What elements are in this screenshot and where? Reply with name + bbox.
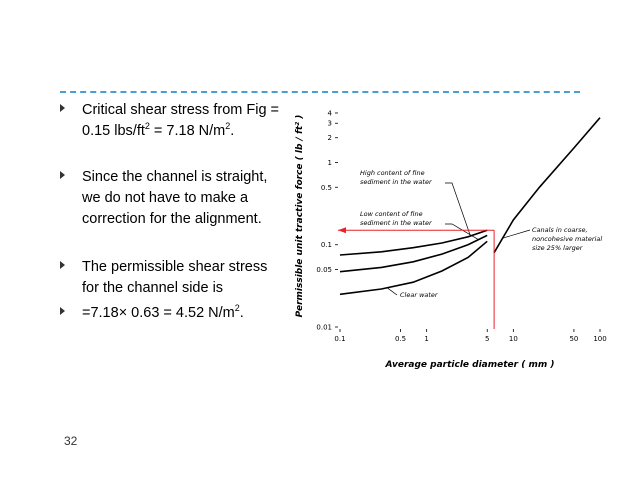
x-tick-label: 10 — [509, 335, 518, 343]
annotation-low-content: sediment in the water — [360, 219, 433, 227]
annotation-low-content: Low content of fine — [360, 210, 423, 218]
y-tick-label: 4 — [328, 109, 333, 117]
y-tick-label: 3 — [328, 120, 332, 128]
y-axis-label: Permissible unit tractive force ( lb / f… — [295, 115, 305, 318]
x-tick-label: 1 — [424, 335, 428, 343]
x-tick-label: 100 — [593, 335, 606, 343]
bullet-line: for the channel side is — [82, 280, 224, 296]
annotation-pointer — [445, 182, 471, 237]
annotation-canals: noncohesive material — [532, 235, 602, 243]
y-tick-label: 0.1 — [321, 241, 332, 249]
bullet-arrow-icon — [60, 104, 65, 112]
annotation-pointer — [445, 223, 479, 241]
title-divider — [60, 91, 580, 93]
bullet-line: The permissible shear stress — [82, 259, 268, 275]
superscript: 2 — [144, 121, 150, 131]
y-tick-label: 0.01 — [316, 324, 332, 332]
bullet-arrow-icon — [60, 307, 65, 315]
reading-arrow-icon — [338, 227, 346, 234]
bullet-text: = 7.18 N/m — [149, 123, 226, 139]
page-number: 32 — [64, 434, 78, 448]
annotation-pointer — [386, 287, 398, 296]
superscript: 2 — [225, 121, 231, 131]
y-tick-label: 0.05 — [316, 266, 332, 274]
x-tick-label: 5 — [485, 335, 489, 343]
superscript: 2 — [234, 303, 240, 313]
annotation-pointer — [502, 229, 531, 239]
bullet-text: . — [239, 305, 244, 321]
series-coarse-canal-line — [493, 117, 601, 254]
annotation-canals: size 25% larger — [532, 244, 584, 252]
y-tick-label: 1 — [328, 159, 332, 167]
bullet-text: =7.18× 0.63 = 4.52 N/m — [82, 305, 235, 321]
bullet-arrow-icon — [60, 261, 65, 269]
y-tick-label: 2 — [328, 134, 332, 142]
series-low-content-line — [339, 234, 488, 273]
annotation-clear-water: Clear water — [400, 291, 439, 299]
annotation-high-content: sediment in the water — [360, 178, 433, 186]
annotation-high-content: High content of fine — [360, 169, 425, 177]
bullet-line: Critical shear stress from Fig = — [82, 102, 280, 118]
series-clear-water-line — [339, 240, 488, 296]
bullet-text: 0.15 lbs/ft — [82, 123, 145, 139]
tractive-force-chart: Permissible unit tractive force ( lb / f… — [295, 109, 607, 370]
x-tick-label: 50 — [569, 335, 578, 343]
bullet-line: correction for the alignment. — [82, 211, 262, 227]
bullet-arrow-icon — [60, 171, 65, 179]
x-axis-label: Average particle diameter ( mm ) — [385, 360, 555, 370]
bullet-text: . — [230, 123, 235, 139]
x-tick-label: 0.5 — [395, 335, 406, 343]
annotation-canals: Canals in coarse, — [532, 226, 588, 234]
bullet-line: Since the channel is straight, — [82, 169, 268, 185]
bullet-line: we do not have to make a — [82, 190, 249, 206]
y-tick-label: 0.5 — [321, 184, 332, 192]
series-high-content-line — [339, 229, 488, 256]
x-tick-label: 0.1 — [334, 335, 345, 343]
